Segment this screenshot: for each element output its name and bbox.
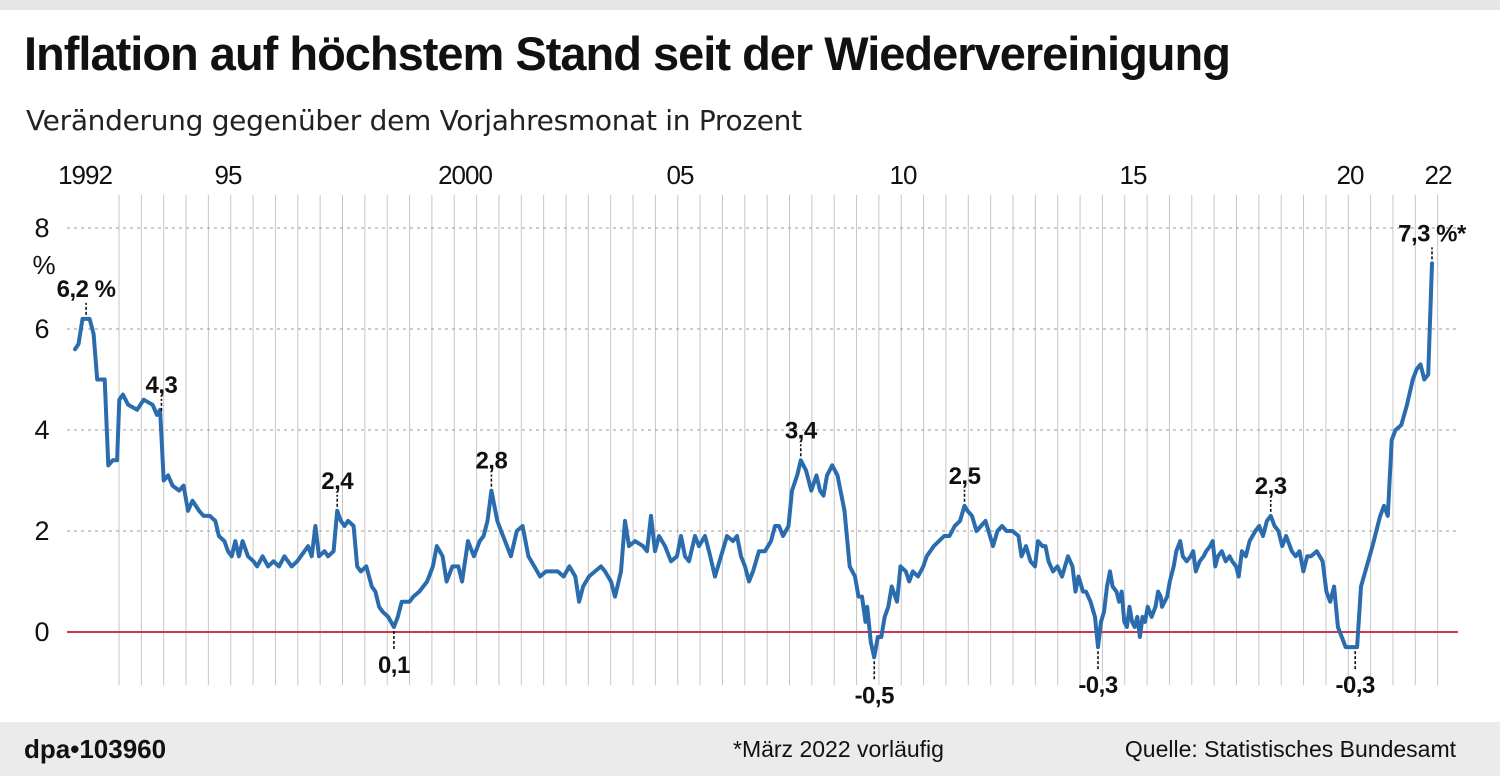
footnote: *März 2022 vorläufig [733,736,944,762]
chart-title: Inflation auf höchstem Stand seit der Wi… [24,27,1231,80]
y-tick-label: 6 [34,314,49,344]
annotation-label: 2,3 [1255,473,1287,500]
y-tick-label: 8 [34,213,49,243]
annotation-layer: 6,2 % 4,3 2,4 0,1 2,8 3,4 -0,5 2,5 -0,3 2,3 -0,3 7,… [57,220,1468,709]
x-tick-label: 15 [1120,160,1147,190]
agency-credit: dpa•103960 [24,734,167,764]
annotation-label: -0,5 [855,682,895,709]
y-tick-label: 0 [34,617,49,647]
annotation-label: 7,3 %* [1398,220,1467,247]
source-credit: Quelle: Statistisches Bundesamt [1124,736,1456,762]
footer-bar: dpa•103960 *März 2022 vorläufig Quelle: … [0,722,1500,776]
x-tick-label: 22 [1425,160,1452,190]
annotation-label: 2,4 [321,468,354,495]
annotation-label: 3,4 [785,417,818,444]
chart-subtitle: Veränderung gegenüber dem Vorjahresmonat… [26,104,802,137]
annotation-label: 2,5 [949,463,981,490]
y-unit-label: % [32,250,55,280]
x-tick-label: 1992 [58,160,112,190]
x-tick-label: 20 [1337,160,1364,190]
series-line-inflationsrate [73,261,1434,660]
x-tick-label: 10 [890,160,917,190]
x-tick-label: 2000 [438,160,492,190]
annotation-label: 6,2 % [57,276,116,303]
x-tick-label: 05 [667,160,694,190]
y-tick-label: 4 [34,415,49,445]
annotation-label: 4,3 [146,372,178,399]
grid-layer [67,195,1458,685]
annotation-label: -0,3 [1336,672,1376,699]
annotation-label: 0,1 [378,652,410,679]
series-points [74,263,1433,658]
annotation-label: -0,3 [1078,672,1118,699]
top-border [0,0,1500,10]
y-tick-label: 2 [34,516,49,546]
inflation-chart: 0 2 4 6 8% 1992 95 2000 05 10 15 20 22 6,2 % 4,3 2,4 0,… [32,160,1468,709]
axis-layer: 0 2 4 6 8% 1992 95 2000 05 10 15 20 22 [32,160,1453,647]
annotation-label: 2,8 [475,448,507,475]
x-tick-label: 95 [215,160,242,190]
